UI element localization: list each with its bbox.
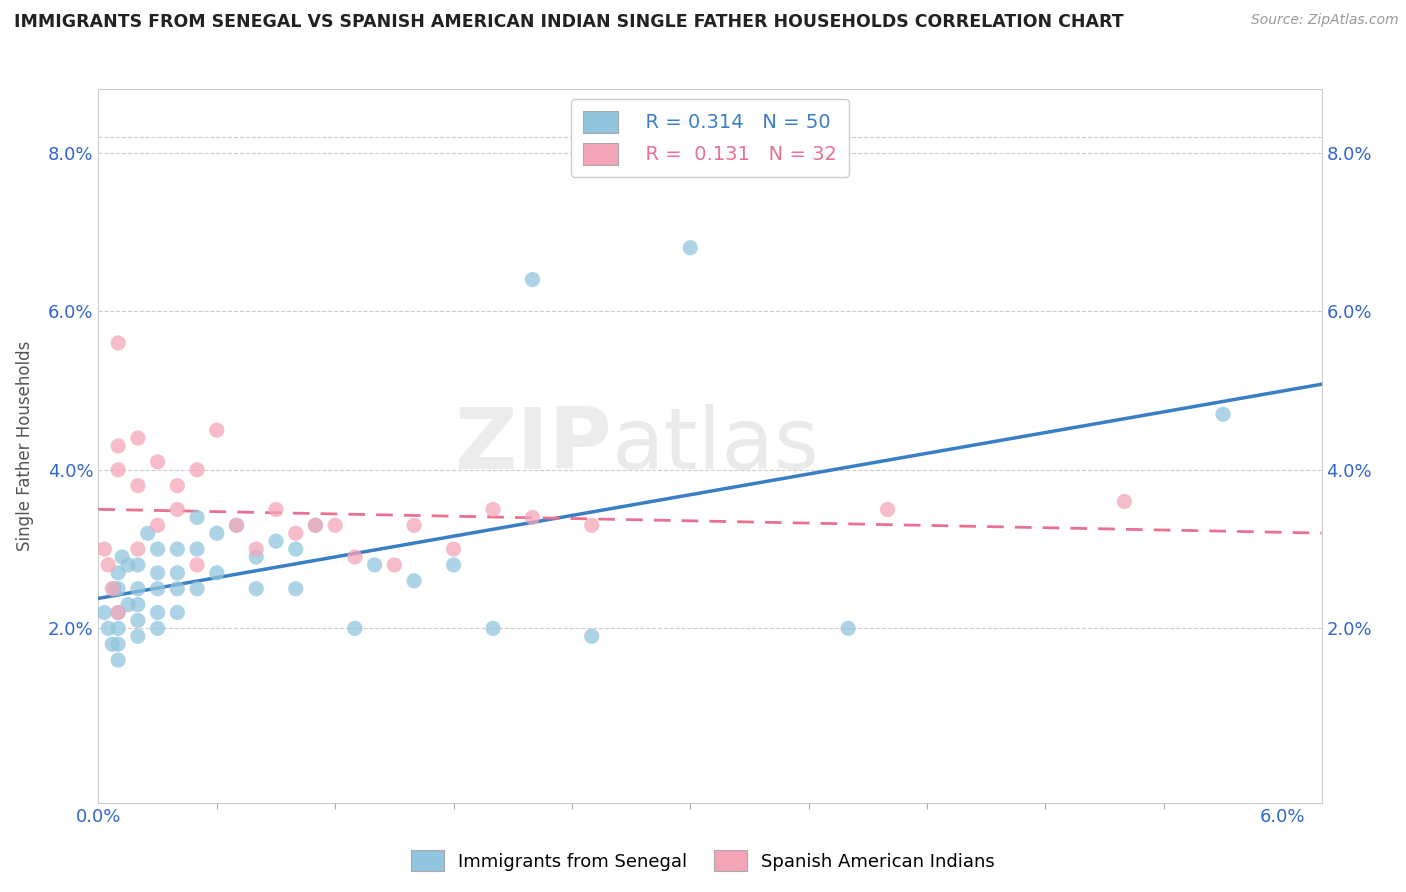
- Point: [166, 502, 188, 516]
- Point: [107, 606, 129, 620]
- Point: [107, 439, 129, 453]
- Point: [166, 566, 188, 580]
- Point: [127, 582, 149, 596]
- Point: [97, 558, 120, 572]
- Text: IMMIGRANTS FROM SENEGAL VS SPANISH AMERICAN INDIAN SINGLE FATHER HOUSEHOLDS CORR: IMMIGRANTS FROM SENEGAL VS SPANISH AMERI…: [14, 13, 1123, 31]
- Point: [107, 582, 129, 596]
- Point: [343, 621, 366, 635]
- Point: [522, 272, 544, 286]
- Point: [146, 606, 169, 620]
- Point: [837, 621, 859, 635]
- Point: [225, 518, 247, 533]
- Point: [876, 502, 898, 516]
- Point: [186, 463, 208, 477]
- Point: [166, 478, 188, 492]
- Y-axis label: Single Father Households: Single Father Households: [15, 341, 34, 551]
- Point: [581, 518, 603, 533]
- Point: [146, 566, 169, 580]
- Point: [205, 526, 228, 541]
- Point: [101, 582, 124, 596]
- Point: [107, 637, 129, 651]
- Point: [264, 534, 287, 549]
- Point: [482, 502, 505, 516]
- Point: [146, 455, 169, 469]
- Point: [382, 558, 405, 572]
- Point: [225, 518, 247, 533]
- Point: [264, 502, 287, 516]
- Point: [1212, 407, 1234, 421]
- Point: [127, 558, 149, 572]
- Point: [101, 637, 124, 651]
- Point: [284, 582, 307, 596]
- Point: [127, 431, 149, 445]
- Point: [522, 510, 544, 524]
- Point: [205, 423, 228, 437]
- Point: [343, 549, 366, 564]
- Point: [205, 566, 228, 580]
- Point: [186, 542, 208, 557]
- Point: [136, 526, 159, 541]
- Point: [107, 463, 129, 477]
- Text: atlas: atlas: [612, 404, 820, 488]
- Point: [482, 621, 505, 635]
- Point: [363, 558, 385, 572]
- Point: [404, 518, 426, 533]
- Point: [323, 518, 346, 533]
- Point: [245, 582, 267, 596]
- Point: [284, 542, 307, 557]
- Point: [166, 582, 188, 596]
- Point: [404, 574, 426, 588]
- Point: [107, 566, 129, 580]
- Point: [245, 542, 267, 557]
- Legend:   R = 0.314   N = 50,   R =  0.131   N = 32: R = 0.314 N = 50, R = 0.131 N = 32: [571, 99, 849, 177]
- Point: [127, 542, 149, 557]
- Point: [93, 606, 115, 620]
- Point: [127, 478, 149, 492]
- Point: [103, 582, 125, 596]
- Text: ZIP: ZIP: [454, 404, 612, 488]
- Point: [284, 526, 307, 541]
- Point: [166, 606, 188, 620]
- Point: [304, 518, 326, 533]
- Point: [443, 558, 465, 572]
- Point: [186, 558, 208, 572]
- Point: [443, 542, 465, 557]
- Point: [127, 629, 149, 643]
- Point: [1114, 494, 1136, 508]
- Point: [107, 606, 129, 620]
- Point: [146, 542, 169, 557]
- Point: [107, 653, 129, 667]
- Point: [97, 621, 120, 635]
- Point: [107, 335, 129, 350]
- Point: [166, 542, 188, 557]
- Point: [146, 621, 169, 635]
- Point: [127, 614, 149, 628]
- Point: [117, 598, 139, 612]
- Point: [186, 510, 208, 524]
- Point: [146, 582, 169, 596]
- Point: [679, 241, 702, 255]
- Point: [146, 518, 169, 533]
- Point: [581, 629, 603, 643]
- Text: Source: ZipAtlas.com: Source: ZipAtlas.com: [1251, 13, 1399, 28]
- Point: [245, 549, 267, 564]
- Legend: Immigrants from Senegal, Spanish American Indians: Immigrants from Senegal, Spanish America…: [404, 843, 1002, 879]
- Point: [111, 549, 134, 564]
- Point: [93, 542, 115, 557]
- Point: [304, 518, 326, 533]
- Point: [107, 621, 129, 635]
- Point: [186, 582, 208, 596]
- Point: [127, 598, 149, 612]
- Point: [117, 558, 139, 572]
